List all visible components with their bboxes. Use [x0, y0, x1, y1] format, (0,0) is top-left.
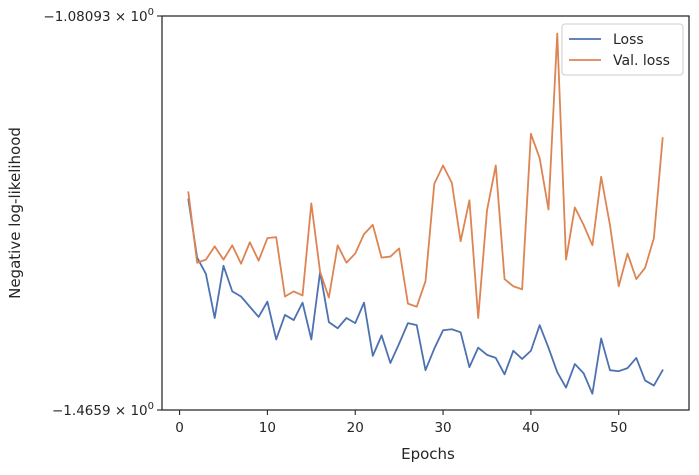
legend: Loss Val. loss — [561, 23, 684, 76]
legend-box — [561, 23, 684, 76]
plot-background — [162, 16, 689, 410]
x-tick-label: 10 — [259, 420, 276, 436]
series-layer — [187, 32, 664, 395]
plot-frame — [161, 15, 690, 411]
x-tick-label: 0 — [175, 420, 184, 436]
y-axis-label: Negative log-likelihood — [6, 127, 24, 299]
x-tick-label: 30 — [434, 420, 451, 436]
x-axis-ticks: 0 10 20 30 40 50 — [175, 410, 627, 436]
x-tick-label: 40 — [522, 420, 539, 436]
x-tick-label: 20 — [347, 420, 364, 436]
legend-label-loss: Loss — [613, 32, 644, 48]
y-axis-ticks: −1.08093 × 100 −1.4659 × 100 — [43, 7, 162, 419]
y-tick-label: −1.08093 × 100 — [43, 7, 154, 25]
legend-label-val-loss: Val. loss — [613, 53, 670, 69]
y-tick-label: −1.4659 × 100 — [52, 401, 154, 419]
series-line-val-loss — [187, 32, 664, 319]
series-line-loss — [187, 198, 664, 395]
x-tick-label: 50 — [610, 420, 627, 436]
x-axis-label: Epochs — [401, 445, 455, 463]
